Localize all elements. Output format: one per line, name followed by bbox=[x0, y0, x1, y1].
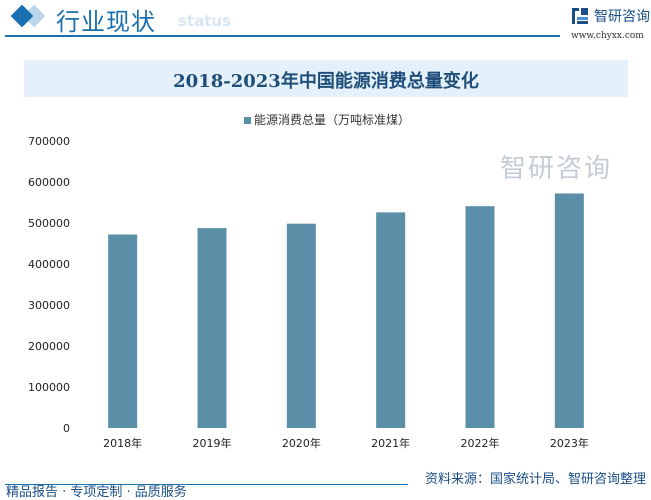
bar-2021年 bbox=[376, 212, 406, 428]
y-tick-label: 100000 bbox=[28, 381, 70, 394]
bar-2018年 bbox=[108, 234, 138, 428]
bar-2019年 bbox=[197, 228, 227, 428]
footer-slogan: 精品报告 · 专项定制 · 品质服务 bbox=[6, 485, 187, 500]
x-tick-label: 2023年 bbox=[550, 436, 589, 450]
x-tick-label: 2018年 bbox=[103, 436, 142, 450]
data-source: 资料来源：国家统计局、智研咨询整理 bbox=[425, 472, 647, 487]
y-tick-label: 400000 bbox=[28, 258, 70, 271]
section-title: 行业现状 bbox=[56, 8, 156, 36]
chart-title-bar bbox=[24, 60, 628, 97]
y-tick-label: 700000 bbox=[28, 135, 70, 148]
footer-divider bbox=[5, 484, 408, 485]
watermark: 智研咨询 bbox=[500, 154, 613, 184]
bar-2023年 bbox=[554, 193, 584, 428]
header-ghost-text: status bbox=[178, 12, 231, 30]
bar-2020年 bbox=[286, 223, 316, 428]
bar-2022年 bbox=[465, 206, 495, 428]
x-tick-label: 2021年 bbox=[371, 436, 410, 450]
x-tick-label: 2022年 bbox=[461, 436, 500, 450]
brand-url: www.chyxx.com bbox=[571, 31, 644, 41]
y-tick-label: 500000 bbox=[28, 217, 70, 230]
y-tick-label: 600000 bbox=[28, 176, 70, 189]
legend: 能源消费总量（万吨标准煤） bbox=[244, 111, 410, 128]
y-tick-label: 300000 bbox=[28, 299, 70, 312]
y-tick-label: 0 bbox=[63, 422, 70, 435]
brand-logo-icon bbox=[572, 8, 588, 24]
legend-label: 能源消费总量（万吨标准煤） bbox=[254, 113, 411, 127]
y-tick-label: 200000 bbox=[28, 340, 70, 353]
legend-swatch bbox=[244, 117, 251, 124]
x-tick-label: 2019年 bbox=[193, 436, 232, 450]
chart-title: 2018-2023年中国能源消费总量变化 bbox=[173, 71, 479, 92]
header-divider bbox=[5, 35, 560, 37]
brand-name: 智研咨询 bbox=[594, 9, 650, 25]
x-tick-label: 2020年 bbox=[282, 436, 321, 450]
